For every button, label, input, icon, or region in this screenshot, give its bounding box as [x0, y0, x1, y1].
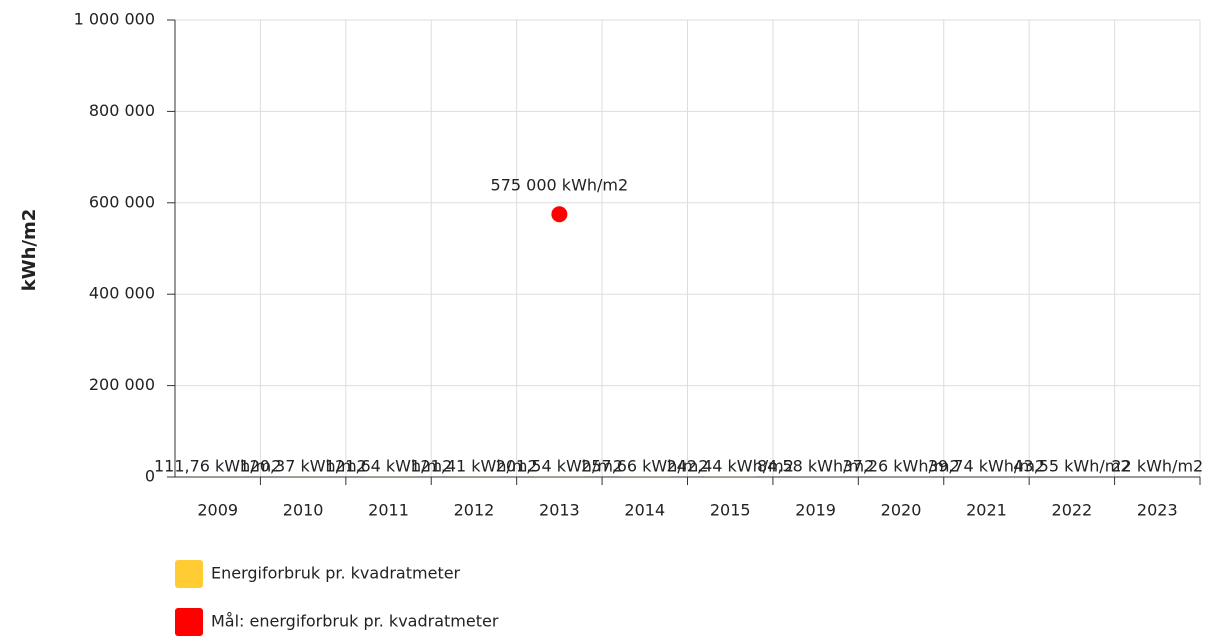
x-tick-label: 2021: [966, 501, 1007, 520]
data-label: 120,37 kWh/m2: [239, 456, 366, 475]
legend-swatch: [175, 608, 203, 636]
x-tick-label: 2020: [881, 501, 922, 520]
y-axis-label: kWh/m2: [19, 209, 40, 292]
data-label: 201,54 kWh/m2: [496, 456, 623, 475]
data-label: 242,44 kWh/m2: [666, 456, 793, 475]
x-tick-label: 2009: [197, 501, 238, 520]
data-label: 575 000 kWh/m2: [491, 176, 629, 195]
x-tick-label: 2013: [539, 501, 580, 520]
point: [551, 206, 568, 223]
x-tick-label: 2014: [624, 501, 665, 520]
y-tick-label: 1 000 000: [74, 10, 155, 29]
x-tick-label: 2023: [1137, 501, 1178, 520]
y-tick-label: 400 000: [89, 284, 155, 303]
data-label: 84,58 kWh/m2: [757, 456, 874, 475]
data-label: 37,26 kWh/m2: [842, 456, 959, 475]
data-label: 43,55 kWh/m2: [1013, 456, 1130, 475]
y-tick-label: 600 000: [89, 192, 155, 211]
data-label: 111,76 kWh/m2: [154, 456, 281, 475]
x-tick-label: 2012: [454, 501, 495, 520]
x-tick-label: 2011: [368, 501, 409, 520]
x-tick-label: 2019: [795, 501, 836, 520]
y-tick-label: 800 000: [89, 101, 155, 120]
legend-label: Energiforbruk pr. kvadratmeter: [211, 564, 461, 583]
y-tick-label: 200 000: [89, 375, 155, 394]
data-label: 257,66 kWh/m2: [581, 456, 708, 475]
data-label: 22 kWh/m2: [1111, 456, 1203, 475]
x-tick-label: 2022: [1052, 501, 1093, 520]
data-label: 39,74 kWh/m2: [928, 456, 1045, 475]
data-label: 121,64 kWh/m2: [325, 456, 452, 475]
y-tick-label: 0: [145, 467, 155, 486]
x-tick-label: 2010: [283, 501, 324, 520]
data-label: 121,41 kWh/m2: [410, 456, 537, 475]
legend-label: Mål: energiforbruk pr. kvadratmeter: [211, 612, 499, 631]
legend-swatch: [175, 560, 203, 588]
x-tick-label: 2015: [710, 501, 751, 520]
